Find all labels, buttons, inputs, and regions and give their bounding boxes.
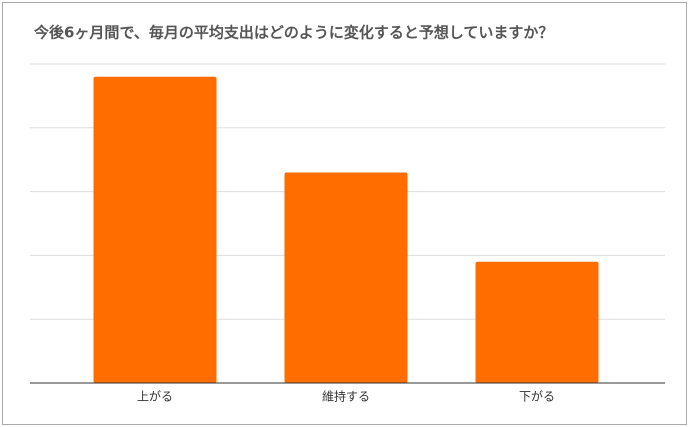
bar <box>93 76 217 383</box>
bar <box>475 261 599 383</box>
chart-title: 今後6ヶ月間で、毎月の平均支出はどのように変化すると予想していますか？ <box>33 24 553 42</box>
x-tick-label: 維持する <box>322 389 370 404</box>
x-tick-label: 上がる <box>137 389 173 404</box>
x-tick-label: 下がる <box>519 389 555 404</box>
bar <box>284 172 408 383</box>
